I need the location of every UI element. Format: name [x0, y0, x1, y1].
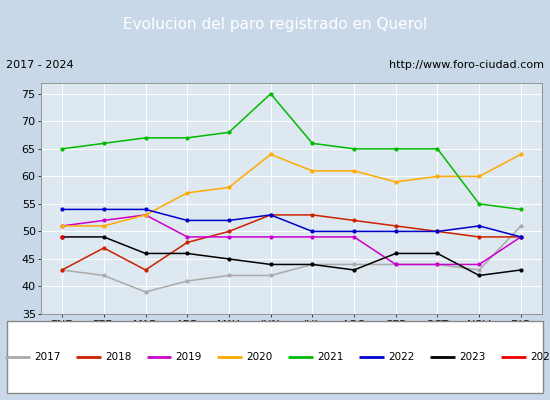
Text: 2017 - 2024: 2017 - 2024	[6, 60, 73, 70]
Text: 2017: 2017	[34, 352, 60, 362]
Text: 2020: 2020	[246, 352, 273, 362]
Text: 2018: 2018	[105, 352, 131, 362]
Text: http://www.foro-ciudad.com: http://www.foro-ciudad.com	[389, 60, 544, 70]
Text: 2023: 2023	[459, 352, 486, 362]
Text: Evolucion del paro registrado en Querol: Evolucion del paro registrado en Querol	[123, 16, 427, 32]
Text: 2019: 2019	[176, 352, 202, 362]
FancyBboxPatch shape	[7, 321, 543, 393]
Text: 2022: 2022	[388, 352, 415, 362]
Text: 2021: 2021	[317, 352, 344, 362]
Text: 2024: 2024	[530, 352, 550, 362]
